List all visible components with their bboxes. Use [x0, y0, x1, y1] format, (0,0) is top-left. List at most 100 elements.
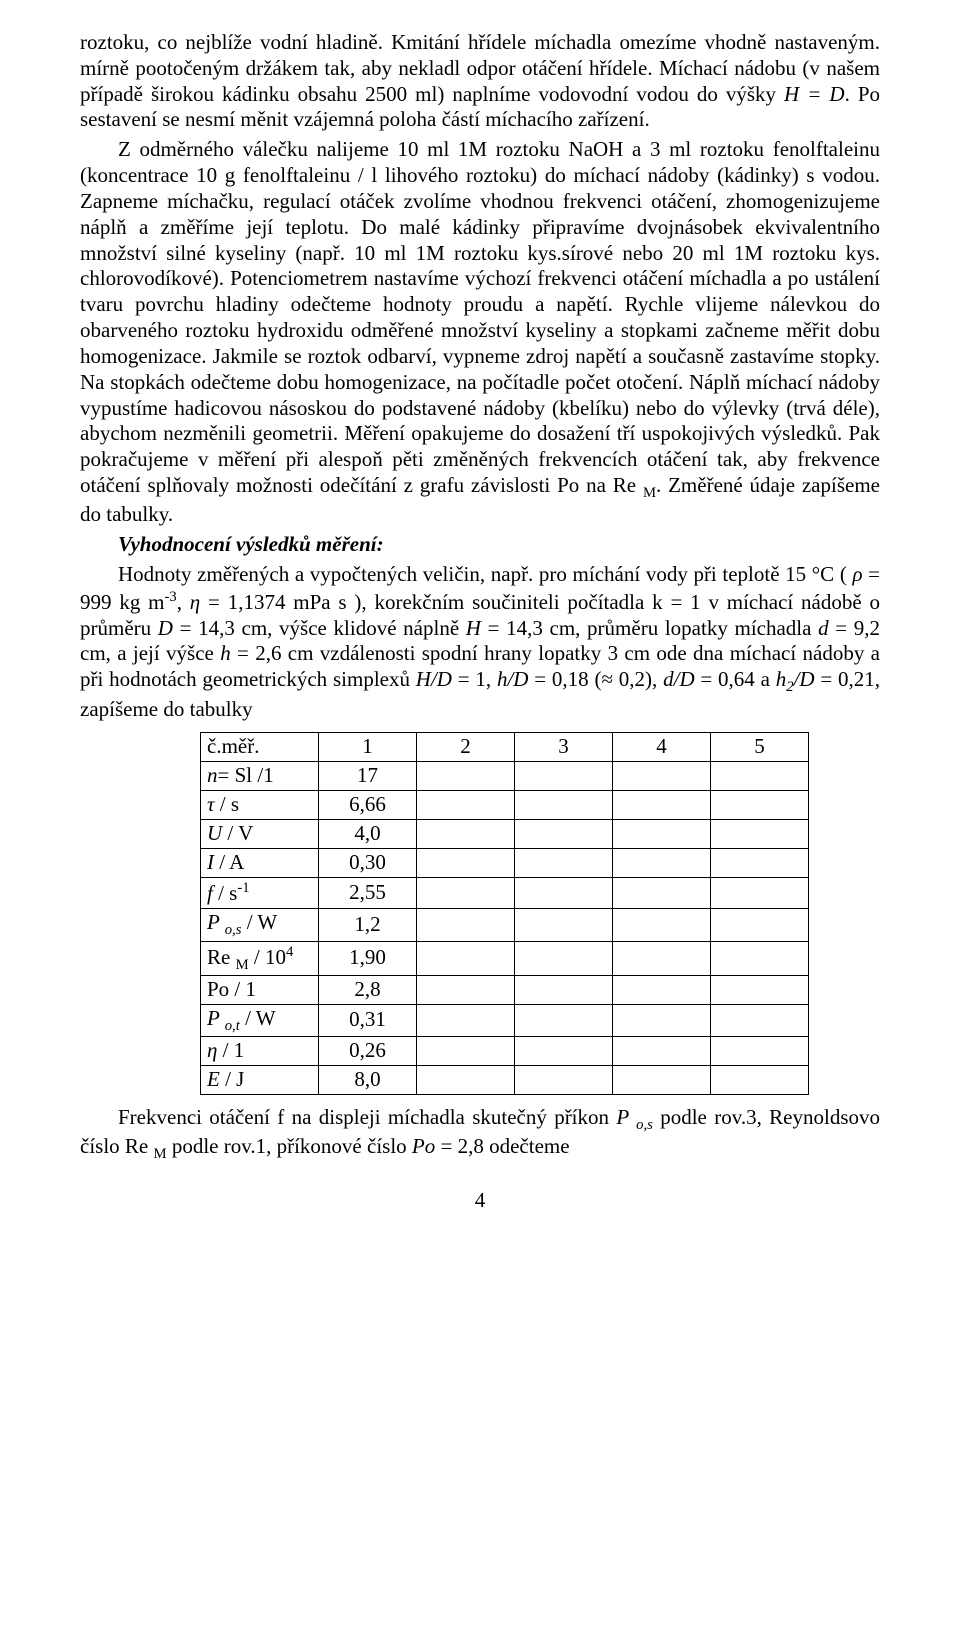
ratio-HD: H/D [416, 667, 452, 691]
table-cell [515, 1037, 613, 1066]
table-cell [417, 762, 515, 791]
text: = 0,64 a [695, 667, 776, 691]
table-cell [711, 878, 809, 909]
table-row-label: η / 1 [201, 1037, 319, 1066]
table-cell [613, 1037, 711, 1066]
table-cell [417, 878, 515, 909]
table-cell [711, 791, 809, 820]
table-cell [711, 909, 809, 941]
ratio-dD: d/D [663, 667, 695, 691]
table-header-col: 5 [711, 733, 809, 762]
table-cell [417, 1037, 515, 1066]
symbol-D: D [158, 616, 173, 640]
table-cell [417, 849, 515, 878]
table-cell [711, 762, 809, 791]
text: = 2,8 odečteme [435, 1134, 569, 1158]
symbol-rho: ρ [852, 562, 862, 586]
table-cell [711, 1066, 809, 1095]
symbol-Pos: P [616, 1105, 636, 1129]
approx: (≈ 0,2) [594, 667, 652, 691]
table-header-col: 1 [319, 733, 417, 762]
table-cell: 1,2 [319, 909, 417, 941]
table-cell [613, 762, 711, 791]
table-header-col: 2 [417, 733, 515, 762]
table-cell [711, 820, 809, 849]
table-cell [417, 820, 515, 849]
table-row-label: Po / 1 [201, 975, 319, 1004]
table-cell [417, 1066, 515, 1095]
table-row-label: n= Sl /1 [201, 762, 319, 791]
table-cell: 2,8 [319, 975, 417, 1004]
table-cell [613, 1066, 711, 1095]
text: podle rov.1, příkonové číslo [167, 1134, 412, 1158]
formula-H-eq-D: H = D [784, 82, 845, 106]
table-row-label: I / A [201, 849, 319, 878]
table-cell [515, 1004, 613, 1036]
table-cell [711, 941, 809, 975]
symbol-Po: Po [412, 1134, 435, 1158]
text: = 1, [452, 667, 497, 691]
table-cell: 6,66 [319, 791, 417, 820]
paragraph-1: roztoku, co nejblíže vodní hladině. Kmit… [80, 30, 880, 133]
table-cell [515, 1066, 613, 1095]
subheading-text: Vyhodnocení výsledků měření: [118, 532, 384, 556]
table-cell: 1,90 [319, 941, 417, 975]
table-header-label: č.měř. [201, 733, 319, 762]
document-page: roztoku, co nejblíže vodní hladině. Kmit… [0, 0, 960, 1253]
table-cell [417, 941, 515, 975]
table-row-label: P o,t / W [201, 1004, 319, 1036]
symbol-h2: h [776, 667, 787, 691]
text: , [652, 667, 663, 691]
table-cell [515, 762, 613, 791]
table-cell [417, 975, 515, 1004]
symbol-H: H [466, 616, 481, 640]
table-cell [711, 975, 809, 1004]
table-cell [515, 909, 613, 941]
table-cell: 2,55 [319, 878, 417, 909]
table-cell: 4,0 [319, 820, 417, 849]
table-cell [613, 941, 711, 975]
text: Hodnoty změřených a vypočtených veličin,… [118, 562, 852, 586]
text: Z odměrného válečku nalijeme 10 ml 1M ro… [80, 137, 880, 497]
subscript-M: M [154, 1146, 167, 1162]
paragraph-3: Hodnoty změřených a vypočtených veličin,… [80, 562, 880, 722]
table-row-label: E / J [201, 1066, 319, 1095]
table-row-label: U / V [201, 820, 319, 849]
table-cell: 8,0 [319, 1066, 417, 1095]
table-cell [711, 1037, 809, 1066]
table-cell [711, 849, 809, 878]
table-cell: 0,31 [319, 1004, 417, 1036]
table-row-label: Re M / 104 [201, 941, 319, 975]
subscript-M: M [643, 485, 656, 501]
table-row-label: τ / s [201, 791, 319, 820]
paragraph-4: Frekvenci otáčení f na displeji míchadla… [80, 1105, 880, 1164]
table-cell [515, 791, 613, 820]
table-cell [711, 1004, 809, 1036]
table-cell [515, 849, 613, 878]
table-row-label: P o,s / W [201, 909, 319, 941]
symbol-d: d [818, 616, 829, 640]
table-cell [515, 941, 613, 975]
table-cell [515, 878, 613, 909]
table-cell [515, 820, 613, 849]
exponent: -3 [164, 589, 176, 605]
table-cell [417, 791, 515, 820]
table-cell [613, 820, 711, 849]
table-header-col: 4 [613, 733, 711, 762]
table-cell [515, 975, 613, 1004]
table-cell [613, 878, 711, 909]
table-cell: 0,30 [319, 849, 417, 878]
table-header-col: 3 [515, 733, 613, 762]
symbol-h: h [220, 641, 231, 665]
symbol-eta: η [190, 590, 200, 614]
slash-D: /D [794, 667, 815, 691]
results-table: č.měř.12345 n= Sl /117τ / s6,66U / V4,0I … [200, 732, 809, 1095]
page-number: 4 [80, 1188, 880, 1214]
table-cell: 17 [319, 762, 417, 791]
ratio-hD: h/D [497, 667, 529, 691]
table-cell [613, 849, 711, 878]
text: Frekvenci otáčení f na displeji míchadla… [118, 1105, 616, 1129]
table-cell [613, 975, 711, 1004]
text: roztoku, co nejblíže vodní hladině. Kmit… [80, 30, 880, 106]
table-cell [613, 791, 711, 820]
